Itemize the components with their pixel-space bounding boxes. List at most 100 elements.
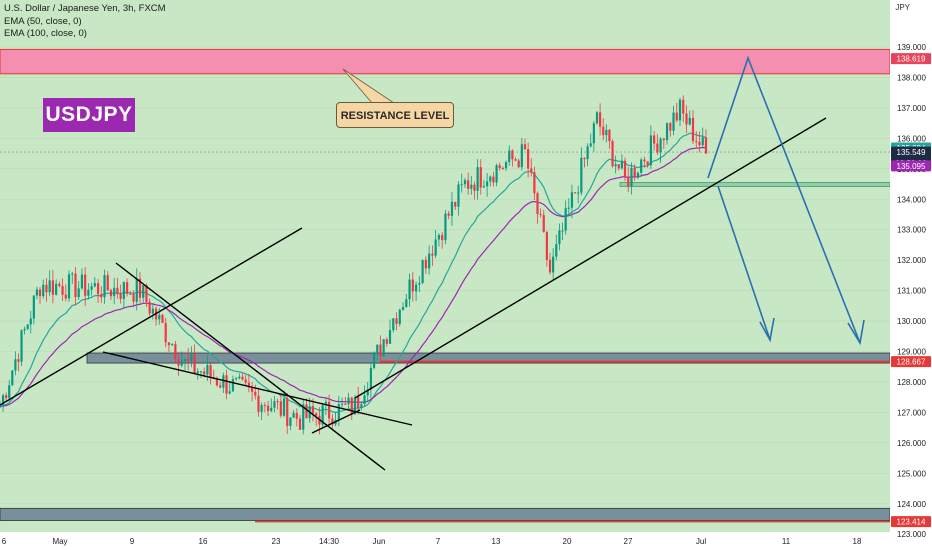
candle-body xyxy=(93,283,96,287)
candle-body xyxy=(675,112,678,121)
candle-body xyxy=(611,141,614,167)
candle-body xyxy=(561,230,564,232)
candle-body xyxy=(113,287,116,297)
candle-body xyxy=(247,382,250,388)
ema50-legend[interactable]: EMA (50, close, 0) xyxy=(4,15,82,27)
candle-body xyxy=(395,318,398,324)
plot-background xyxy=(0,0,890,550)
candle-body xyxy=(691,117,695,142)
y-tick-label: 137.000 xyxy=(897,104,926,113)
tag-bottom-text: 123.414 xyxy=(897,518,926,527)
candle-body xyxy=(298,418,302,430)
candle-body xyxy=(643,159,646,162)
trendline xyxy=(354,117,827,399)
candle-body xyxy=(523,144,527,150)
y-tick-label: 134.000 xyxy=(897,195,926,204)
candle-body xyxy=(636,172,640,178)
candle-body xyxy=(564,208,567,231)
candle-body xyxy=(225,375,228,394)
candle-body xyxy=(74,273,77,298)
candle-body xyxy=(235,378,238,380)
candle-body xyxy=(646,161,649,166)
candle-body xyxy=(350,397,353,415)
candle-body xyxy=(482,186,486,188)
ema100-legend[interactable]: EMA (100, close, 0) xyxy=(4,28,87,39)
projection-arrow-small xyxy=(717,185,771,341)
candle-body xyxy=(340,403,344,405)
candle-body xyxy=(656,143,659,153)
candle-body xyxy=(555,244,558,257)
candle-body xyxy=(511,150,514,160)
x-tick-label: 13 xyxy=(492,537,501,546)
price-tags: 138.619135.684135.54902:52:06135.095128.… xyxy=(891,53,931,528)
y-tick-label: 130.000 xyxy=(897,317,926,326)
symbol-title: U.S. Dollar / Japanese Yen, 3h, FXCM xyxy=(4,3,166,14)
projection-arrows xyxy=(707,55,865,346)
price-axis[interactable] xyxy=(890,0,932,550)
candle-body xyxy=(48,280,51,293)
candle-body xyxy=(8,385,11,399)
candle-body xyxy=(558,230,561,245)
arrowhead xyxy=(847,319,865,346)
y-tick-label: 139.000 xyxy=(897,43,926,52)
time-axis[interactable] xyxy=(0,532,890,550)
x-tick-label: 27 xyxy=(624,537,633,546)
trendline xyxy=(102,351,413,426)
candle-body xyxy=(96,283,100,295)
y-tick-label: 133.000 xyxy=(897,226,926,235)
candle-body xyxy=(321,405,324,425)
y-tick-label: 129.000 xyxy=(897,348,926,357)
candle-body xyxy=(193,354,196,374)
candle-body xyxy=(444,213,447,241)
candle-body xyxy=(45,284,48,293)
candle-body xyxy=(305,404,308,419)
candle-body xyxy=(11,370,14,386)
candle-body xyxy=(363,395,366,405)
y-tick-label: 126.000 xyxy=(897,439,926,448)
chart-legend: U.S. Dollar / Japanese Yen, 3h, FXCM EMA… xyxy=(4,3,166,41)
arrowhead xyxy=(759,317,775,343)
y-tick-label: 138.000 xyxy=(897,73,926,82)
candle-body xyxy=(570,192,574,208)
candle-body xyxy=(376,344,379,353)
candle-body xyxy=(698,141,701,146)
candle-body xyxy=(228,391,231,394)
small-support-zone xyxy=(619,182,891,187)
candle-body xyxy=(122,282,125,299)
candle-body xyxy=(463,180,467,185)
candle-body xyxy=(665,123,669,141)
candle-body xyxy=(457,184,460,207)
trendline xyxy=(0,227,303,406)
candle-body xyxy=(669,123,672,131)
candle-body xyxy=(608,129,611,142)
candle-body xyxy=(135,278,138,302)
y-axis-labels: 139.000138.000137.000136.000135.000134.0… xyxy=(897,43,926,539)
x-tick-label: 23 xyxy=(272,537,281,546)
y-tick-label: 136.000 xyxy=(897,134,926,143)
candle-body xyxy=(454,201,457,207)
x-tick-label: 14:30 xyxy=(319,537,340,546)
candle-body xyxy=(595,112,599,124)
candle-body xyxy=(23,328,26,331)
candle-body xyxy=(536,193,539,215)
candle-body xyxy=(142,285,145,298)
candle-body xyxy=(64,294,67,299)
candle-body xyxy=(392,318,395,331)
candle-body xyxy=(701,137,704,146)
candle-body xyxy=(431,253,434,256)
candle-body xyxy=(504,162,508,169)
candle-body xyxy=(672,112,675,131)
x-axis-labels: 6 May 9 16 23 14:30 Jun 7 13 20 27 Jul 11 18 xyxy=(2,537,862,546)
candle-body xyxy=(398,309,401,324)
candle-body xyxy=(573,192,577,194)
candle-body xyxy=(476,167,479,191)
x-tick-label: 11 xyxy=(782,537,791,546)
x-tick-label: Jul xyxy=(696,537,706,546)
candle-body xyxy=(353,397,357,415)
candle-body xyxy=(545,232,548,260)
candle-body xyxy=(473,184,476,191)
candle-body xyxy=(260,405,263,412)
candle-body xyxy=(14,359,17,371)
candle-body xyxy=(187,358,190,362)
